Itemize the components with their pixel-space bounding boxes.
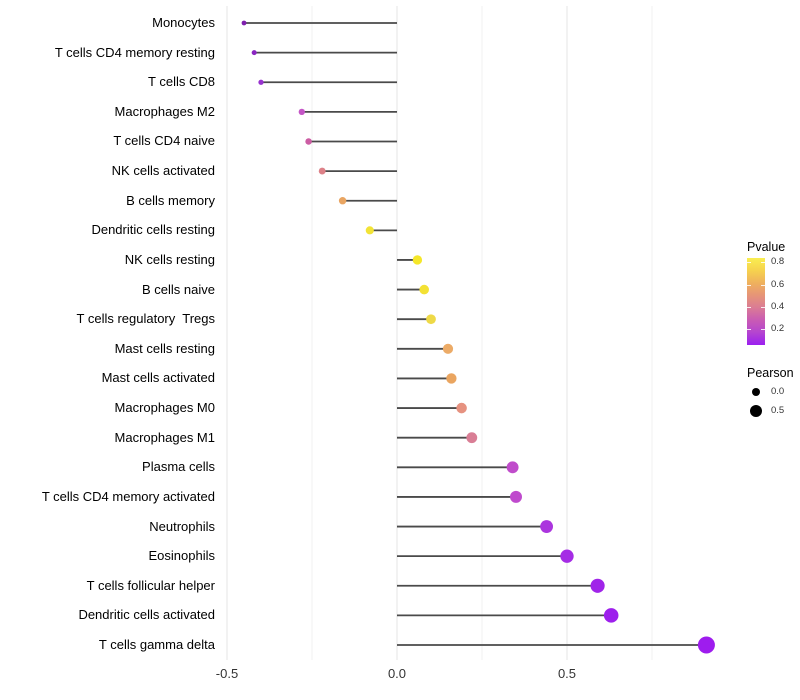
pvalue-tick-label: 0.2 [771, 322, 785, 334]
lollipop-dot [510, 490, 522, 503]
y-axis-label: NK cells resting [124, 251, 215, 267]
pvalue-tick-label: 0.6 [771, 278, 785, 290]
lollipop-dot [318, 167, 326, 175]
x-tick-label: 0.0 [387, 666, 407, 681]
pvalue-colorbar [747, 258, 765, 345]
colorbar-tick [761, 284, 765, 286]
lollipop-dot [506, 461, 519, 474]
lollipop-dot [456, 402, 467, 414]
colorbar-tick [761, 306, 765, 308]
y-axis-label: B cells memory [126, 192, 215, 208]
pearson-size-dot [751, 387, 761, 397]
y-axis-label: T cells gamma delta [98, 637, 215, 653]
y-axis-label: T cells CD4 memory resting [54, 44, 215, 60]
y-axis-label: Monocytes [152, 15, 215, 30]
y-axis-label: Mast cells resting [114, 340, 215, 356]
lollipop-dot [298, 108, 305, 116]
x-tick-label: -0.5 [215, 666, 239, 681]
y-axis-label: Macrophages M2 [114, 103, 215, 119]
lollipop-dot [412, 255, 423, 265]
lollipop-dot [603, 608, 619, 623]
lollipop-dot [590, 578, 605, 593]
y-axis-label: NK cells activated [111, 163, 215, 179]
y-axis-label: T cells CD4 naive [113, 133, 215, 149]
pvalue-legend-title: Pvalue [747, 240, 786, 254]
lollipop-dot [426, 314, 436, 325]
pearson-legend-title: Pearson [747, 366, 794, 380]
pearson-size-label: 0.5 [771, 405, 785, 416]
pvalue-tick-label: 0.8 [771, 256, 785, 267]
y-axis-label: Macrophages M1 [114, 429, 215, 445]
y-axis-label: Eosinophils [148, 548, 216, 564]
colorbar-tick [747, 284, 751, 286]
x-tick-label: 0.5 [557, 666, 577, 681]
colorbar-tick [747, 306, 751, 308]
pearson-size-dot [750, 405, 762, 417]
y-axis-label: T cells CD8 [148, 74, 215, 90]
y-axis-label: Dendritic cells activated [78, 607, 215, 623]
lollipop-dot [258, 79, 264, 85]
lollipop-dot [442, 343, 454, 354]
lollipop-dot [305, 138, 312, 145]
lollipop-dot [446, 373, 457, 384]
lollipop-dot [466, 432, 478, 444]
colorbar-tick [747, 262, 751, 263]
y-axis-label: Mast cells activated [101, 370, 215, 386]
lollipop-dot [365, 226, 374, 235]
y-axis-label: B cells naive [142, 281, 215, 297]
legend: Pvalue 0.8 0.6 0.4 0.2 Pearson 0.0 0.5 [740, 240, 800, 440]
lollipop-dot [241, 20, 247, 26]
y-axis-label: Neutrophils [149, 518, 215, 534]
pvalue-tick-label: 0.4 [771, 300, 785, 312]
y-axis-label: Dendritic cells resting [91, 222, 215, 238]
y-axis-label: T cells follicular helper [86, 577, 215, 593]
lollipop-dot [251, 50, 257, 56]
y-axis-label: T cells regulatory Tregs [76, 311, 215, 327]
colorbar-tick [761, 262, 765, 263]
y-axis-label: Plasma cells [142, 459, 215, 475]
lollipop-dot [560, 549, 574, 563]
colorbar-tick [761, 328, 765, 330]
lollipop-dot [697, 636, 715, 654]
lollipop-dot [338, 197, 347, 205]
pearson-size-label: 0.0 [771, 386, 785, 397]
y-axis-label: T cells CD4 memory activated [41, 488, 215, 504]
colorbar-tick [747, 328, 751, 330]
lollipop-dot [419, 284, 429, 295]
lollipop-dot [540, 520, 554, 533]
y-axis-label: Macrophages M0 [114, 400, 215, 416]
